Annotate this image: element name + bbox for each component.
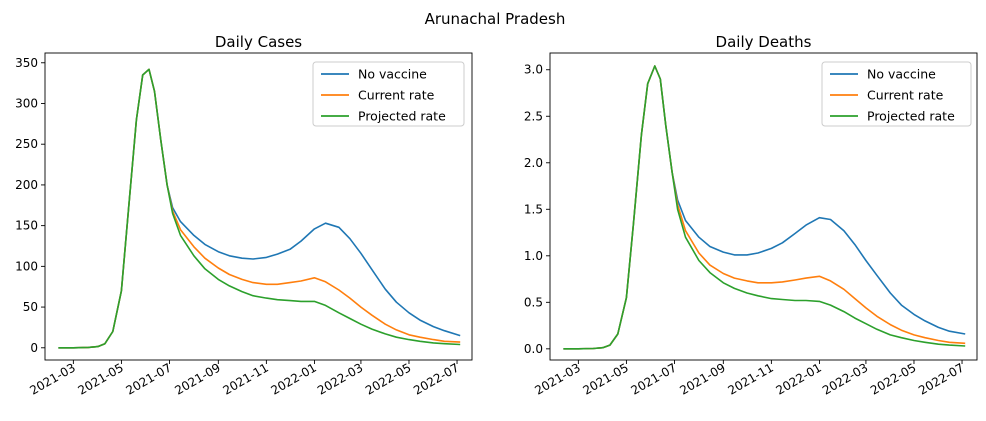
plot-daily-deaths: Daily Deaths 0.0 0.5 1.0 1.5 2.0 2.5 3.0 2021-03… (524, 33, 978, 398)
x-tick-label: 2021-07 (629, 360, 679, 397)
y-tick-label: 250 (15, 137, 38, 151)
x-tick-label: 2022-01 (774, 360, 824, 397)
y-tick-label: 3.0 (524, 63, 543, 77)
x-tick-label: 2021-05 (75, 360, 125, 397)
legend-label: Current rate (358, 88, 435, 103)
y-tick-label: 50 (23, 300, 38, 314)
y-tick-label: 100 (15, 259, 38, 273)
y-tick-label: 0.5 (524, 295, 543, 309)
x-tick-label: 2021-03 (532, 360, 582, 397)
y-tick-label: 1.0 (524, 249, 543, 263)
x-tick-label: 2022-07 (411, 360, 461, 397)
y-tick-label: 2.0 (524, 156, 543, 170)
y-tick-label: 300 (15, 96, 38, 110)
legend-box (312, 61, 465, 127)
legend: No vaccine Current rate Projected rate (312, 61, 465, 127)
x-tick-label: 2022-03 (315, 360, 365, 397)
x-tick-label: 2021-11 (725, 360, 775, 397)
figure-suptitle: Arunachal Pradesh (425, 10, 566, 28)
plot-title: Daily Cases (215, 33, 302, 51)
axes-frame (44, 52, 473, 361)
x-tick-label: 2021-05 (580, 360, 630, 397)
y-tick-label: 1.5 (524, 202, 543, 216)
legend: No vaccine Current rate Projected rate (821, 61, 972, 127)
x-tick-label: 2022-07 (916, 360, 966, 397)
y-tick-label: 2.5 (524, 109, 543, 123)
legend-label: No vaccine (867, 67, 936, 82)
y-tick-label: 150 (15, 219, 38, 233)
plot-title: Daily Deaths (716, 33, 812, 51)
y-tick-label: 0 (30, 341, 38, 355)
series-line-projected-rate (563, 65, 966, 350)
x-tick-label: 2021-09 (677, 360, 727, 397)
legend-label: Projected rate (358, 109, 446, 124)
series-line-projected-rate (58, 68, 461, 349)
y-tick-label: 200 (15, 178, 38, 192)
x-tick-label: 2022-03 (820, 360, 870, 397)
plot-daily-cases: Daily Cases0501001502002503003502021-032… (15, 33, 473, 398)
legend-label: Projected rate (867, 109, 955, 124)
x-tick-label: 2022-05 (868, 360, 918, 397)
axes-frame (549, 52, 978, 361)
x-tick-label: 2021-09 (172, 360, 222, 397)
x-tick-label: 2022-01 (269, 360, 319, 397)
x-tick-label: 2022-05 (363, 360, 413, 397)
legend-label: No vaccine (358, 67, 427, 82)
x-tick-label: 2021-07 (124, 360, 174, 397)
x-tick-label: 2021-03 (27, 360, 77, 397)
legend-box (821, 61, 972, 127)
legend-label: Current rate (867, 88, 944, 103)
x-tick-label: 2021-11 (220, 360, 270, 397)
y-tick-label: 0.0 (524, 342, 543, 356)
y-tick-label: 350 (15, 56, 38, 70)
